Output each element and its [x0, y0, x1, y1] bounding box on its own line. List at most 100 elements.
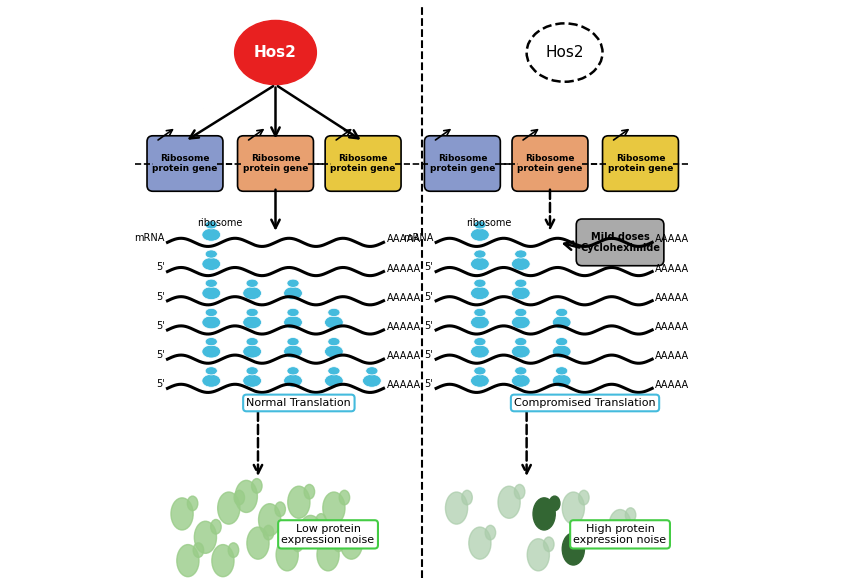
Ellipse shape: [486, 526, 496, 540]
Ellipse shape: [304, 485, 314, 499]
Text: 5': 5': [424, 321, 433, 331]
Text: Mild doses
Cycloheximide: Mild doses Cycloheximide: [580, 232, 660, 253]
Ellipse shape: [284, 287, 303, 300]
Ellipse shape: [552, 345, 571, 358]
Text: AAAAA: AAAAA: [655, 263, 690, 274]
Ellipse shape: [362, 374, 381, 387]
Text: 5': 5': [424, 291, 433, 302]
Ellipse shape: [243, 316, 261, 329]
Ellipse shape: [357, 526, 368, 540]
Ellipse shape: [234, 20, 316, 85]
Ellipse shape: [323, 492, 345, 524]
Text: Hos2: Hos2: [545, 45, 584, 60]
Text: AAAAA: AAAAA: [655, 293, 690, 303]
Ellipse shape: [246, 308, 258, 317]
Text: 5': 5': [156, 350, 164, 360]
Ellipse shape: [512, 316, 530, 329]
Text: Ribosome
protein gene: Ribosome protein gene: [518, 154, 583, 173]
Text: AAAAA: AAAAA: [386, 234, 421, 245]
Ellipse shape: [333, 537, 344, 551]
Ellipse shape: [514, 485, 525, 499]
Ellipse shape: [527, 23, 603, 82]
Ellipse shape: [293, 537, 303, 551]
Text: AAAAA: AAAAA: [655, 351, 690, 361]
Ellipse shape: [259, 503, 281, 536]
Ellipse shape: [177, 544, 199, 577]
Ellipse shape: [328, 308, 340, 317]
Ellipse shape: [445, 492, 468, 524]
Ellipse shape: [552, 374, 571, 387]
Ellipse shape: [299, 516, 322, 548]
Ellipse shape: [202, 287, 221, 300]
Ellipse shape: [474, 279, 486, 287]
Ellipse shape: [243, 374, 261, 387]
Ellipse shape: [339, 491, 350, 505]
Ellipse shape: [247, 527, 269, 559]
Ellipse shape: [287, 486, 310, 519]
FancyBboxPatch shape: [603, 136, 679, 192]
Ellipse shape: [205, 308, 217, 317]
Ellipse shape: [474, 338, 486, 346]
Ellipse shape: [287, 279, 299, 287]
Ellipse shape: [205, 279, 217, 287]
Ellipse shape: [474, 250, 486, 258]
Text: Ribosome
protein gene: Ribosome protein gene: [243, 154, 309, 173]
Ellipse shape: [212, 544, 234, 577]
FancyBboxPatch shape: [325, 136, 401, 192]
Ellipse shape: [193, 543, 204, 557]
Text: 5': 5': [156, 291, 164, 302]
Ellipse shape: [556, 367, 567, 375]
Text: AAAAA: AAAAA: [655, 322, 690, 332]
Ellipse shape: [235, 480, 257, 513]
Ellipse shape: [550, 496, 560, 510]
Ellipse shape: [287, 308, 299, 317]
Ellipse shape: [205, 338, 217, 346]
Ellipse shape: [202, 374, 221, 387]
Ellipse shape: [284, 374, 303, 387]
Ellipse shape: [512, 258, 530, 270]
FancyBboxPatch shape: [147, 136, 223, 192]
Text: Normal Translation: Normal Translation: [246, 398, 352, 408]
Text: Ribosome
protein gene: Ribosome protein gene: [153, 154, 217, 173]
Ellipse shape: [195, 521, 217, 554]
Ellipse shape: [609, 509, 631, 542]
Ellipse shape: [470, 316, 489, 329]
Ellipse shape: [284, 316, 303, 329]
Ellipse shape: [243, 345, 261, 358]
Ellipse shape: [626, 507, 636, 522]
Ellipse shape: [316, 514, 326, 528]
Text: 5': 5': [424, 262, 433, 273]
Ellipse shape: [578, 491, 589, 505]
Ellipse shape: [470, 374, 489, 387]
Ellipse shape: [234, 491, 244, 505]
Ellipse shape: [217, 492, 240, 524]
Ellipse shape: [202, 258, 221, 270]
Ellipse shape: [515, 250, 527, 258]
Ellipse shape: [284, 345, 303, 358]
Ellipse shape: [325, 316, 343, 329]
Ellipse shape: [328, 338, 340, 346]
Text: Ribosome
protein gene: Ribosome protein gene: [330, 154, 395, 173]
Ellipse shape: [275, 502, 286, 517]
Ellipse shape: [211, 520, 221, 534]
Ellipse shape: [556, 308, 567, 317]
Ellipse shape: [202, 228, 221, 241]
Text: AAAAA: AAAAA: [386, 293, 421, 303]
Ellipse shape: [462, 491, 472, 505]
Text: AAAAA: AAAAA: [655, 380, 690, 391]
Ellipse shape: [470, 258, 489, 270]
Text: Ribosome
protein gene: Ribosome protein gene: [430, 154, 495, 173]
Ellipse shape: [243, 287, 261, 300]
Ellipse shape: [474, 308, 486, 317]
Ellipse shape: [512, 287, 530, 300]
Text: AAAAA: AAAAA: [386, 351, 421, 361]
Ellipse shape: [544, 537, 554, 551]
Ellipse shape: [562, 533, 584, 565]
Ellipse shape: [474, 367, 486, 375]
Text: 5': 5': [424, 350, 433, 360]
Text: 5': 5': [156, 379, 164, 390]
Text: 5': 5': [156, 262, 164, 273]
Text: Compromised Translation: Compromised Translation: [514, 398, 656, 408]
Ellipse shape: [246, 367, 258, 375]
Ellipse shape: [470, 287, 489, 300]
